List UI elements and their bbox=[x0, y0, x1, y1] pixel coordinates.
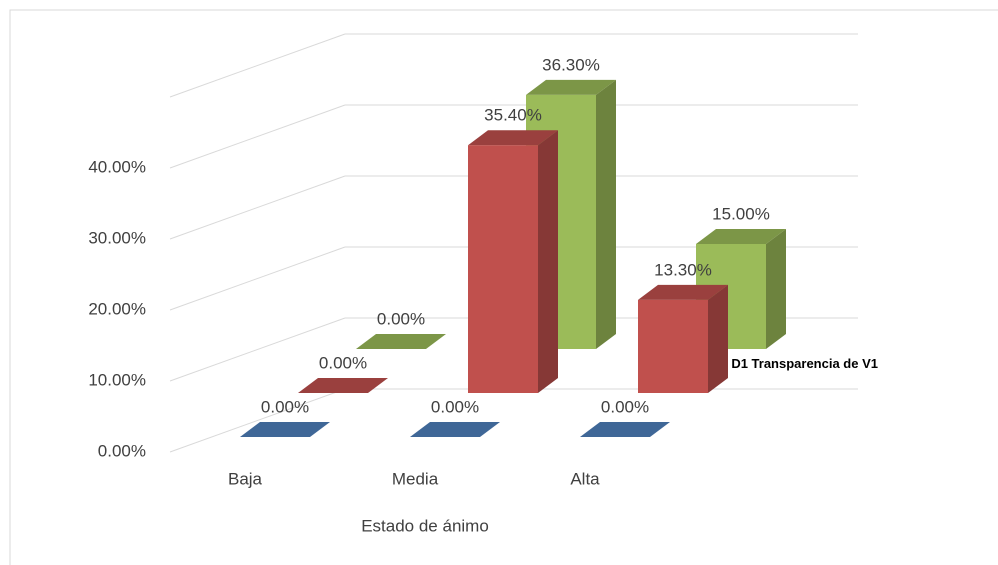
bar-top bbox=[580, 422, 670, 437]
value-label: 0.00% bbox=[261, 397, 309, 416]
bar-side bbox=[538, 130, 558, 393]
grid-line bbox=[169, 246, 346, 311]
value-label: 0.00% bbox=[431, 397, 479, 416]
y-tick-label: 20.00% bbox=[88, 299, 146, 318]
bar-top bbox=[240, 422, 330, 437]
value-label: 36.30% bbox=[542, 55, 600, 74]
bar-top bbox=[410, 422, 500, 437]
grid-line bbox=[169, 104, 346, 169]
bar bbox=[298, 378, 388, 393]
grid-line bbox=[169, 388, 346, 453]
value-label: 13.30% bbox=[654, 260, 712, 279]
bar bbox=[638, 284, 728, 393]
depth-axis-label: D1 Transparencia de V1 bbox=[731, 356, 878, 371]
bar-side bbox=[596, 79, 616, 350]
bar bbox=[240, 422, 330, 437]
y-tick-label: 0.00% bbox=[98, 441, 146, 460]
y-tick-label: 30.00% bbox=[88, 228, 146, 247]
value-label: 15.00% bbox=[712, 204, 770, 223]
value-label: 0.00% bbox=[601, 397, 649, 416]
bar-side bbox=[708, 284, 728, 393]
y-tick-label: 40.00% bbox=[88, 157, 146, 176]
bar-top bbox=[638, 284, 728, 300]
value-label: 35.40% bbox=[484, 106, 542, 125]
x-tick-label: Baja bbox=[228, 469, 263, 488]
value-label: 0.00% bbox=[377, 309, 425, 328]
grid-line bbox=[169, 317, 346, 382]
bar-top bbox=[298, 378, 388, 393]
bar-top bbox=[468, 130, 558, 146]
bar bbox=[580, 422, 670, 437]
y-tick-label: 10.00% bbox=[88, 370, 146, 389]
x-tick-label: Alta bbox=[570, 469, 600, 488]
x-tick-label: Media bbox=[392, 469, 439, 488]
value-label: 0.00% bbox=[319, 353, 367, 372]
bar-top bbox=[526, 79, 616, 95]
bar-top bbox=[356, 334, 446, 349]
chart-border bbox=[9, 9, 998, 565]
bar-front bbox=[468, 145, 538, 393]
grid-line bbox=[169, 175, 346, 240]
bar bbox=[410, 422, 500, 437]
bar bbox=[468, 130, 558, 393]
bar-front bbox=[638, 299, 708, 393]
bar-top bbox=[696, 229, 786, 244]
bar-side bbox=[766, 229, 786, 349]
grid-line bbox=[169, 33, 346, 98]
bar bbox=[356, 334, 446, 349]
x-axis-title: Estado de ánimo bbox=[361, 516, 489, 535]
